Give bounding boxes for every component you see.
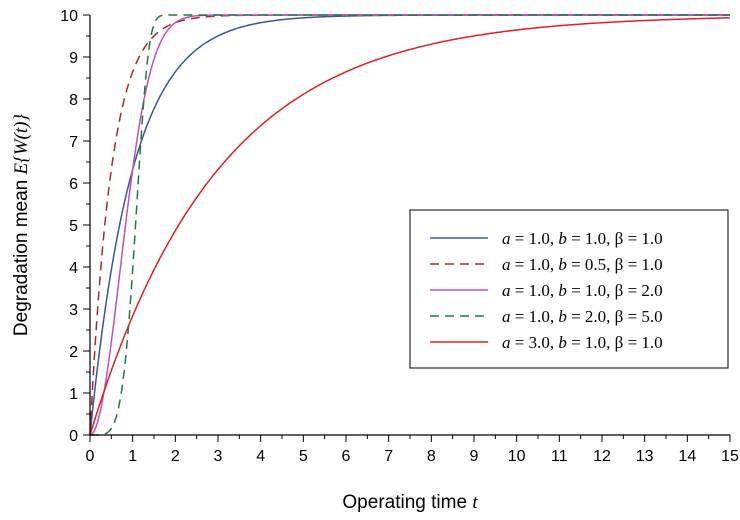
x-axis-label: Operating time t <box>342 492 478 513</box>
y-tick-label: 1 <box>69 386 78 403</box>
x-tick-label: 14 <box>678 448 696 465</box>
legend-entry-5: a = 3.0, b = 1.0, β = 1.0 <box>502 333 663 352</box>
series-line-4 <box>90 14 730 436</box>
x-tick-label: 13 <box>636 448 654 465</box>
x-tick-label: 9 <box>470 448 479 465</box>
x-tick-label: 1 <box>128 448 137 465</box>
y-tick-label: 2 <box>69 344 78 361</box>
legend-entry-4: a = 1.0, b = 2.0, β = 5.0 <box>502 307 663 326</box>
legend-entry-3: a = 1.0, b = 1.0, β = 2.0 <box>502 281 663 300</box>
x-tick-label: 7 <box>384 448 393 465</box>
x-tick-label: 11 <box>551 448 568 465</box>
x-tick-label: 3 <box>214 448 223 465</box>
y-tick-label: 9 <box>69 50 78 67</box>
axis-labels: Operating time t Degradation mean E{W(t)} <box>11 114 478 513</box>
y-tick-label: 5 <box>69 218 78 235</box>
legend-entry-1: a = 1.0, b = 1.0, β = 1.0 <box>502 229 663 248</box>
y-tick-label: 8 <box>69 92 78 109</box>
x-tick-label: 2 <box>171 448 180 465</box>
y-tick-label: 0 <box>69 428 78 445</box>
y-axis-label: Degradation mean E{W(t)} <box>11 114 32 337</box>
x-tick-label: 15 <box>721 448 739 465</box>
x-tick-label: 8 <box>427 448 436 465</box>
x-tick-label: 10 <box>508 448 526 465</box>
x-tick-label: 4 <box>256 448 265 465</box>
legend: a = 1.0, b = 1.0, β = 1.0 a = 1.0, b = 0.… <box>409 209 729 369</box>
x-tick-label: 5 <box>299 448 308 465</box>
legend-entry-2: a = 1.0, b = 0.5, β = 1.0 <box>502 255 663 274</box>
y-tick-label: 10 <box>60 8 78 25</box>
x-tick-label: 0 <box>86 448 95 465</box>
x-tick-label: 6 <box>342 448 351 465</box>
series-line-5 <box>89 17 731 436</box>
x-tick-label: 12 <box>593 448 611 465</box>
series-line-2 <box>89 14 730 436</box>
y-tick-label: 6 <box>69 176 78 193</box>
series-layer <box>89 14 731 436</box>
y-tick-label: 4 <box>69 260 78 277</box>
y-tick-label: 7 <box>69 134 78 151</box>
y-tick-label: 3 <box>69 302 78 319</box>
